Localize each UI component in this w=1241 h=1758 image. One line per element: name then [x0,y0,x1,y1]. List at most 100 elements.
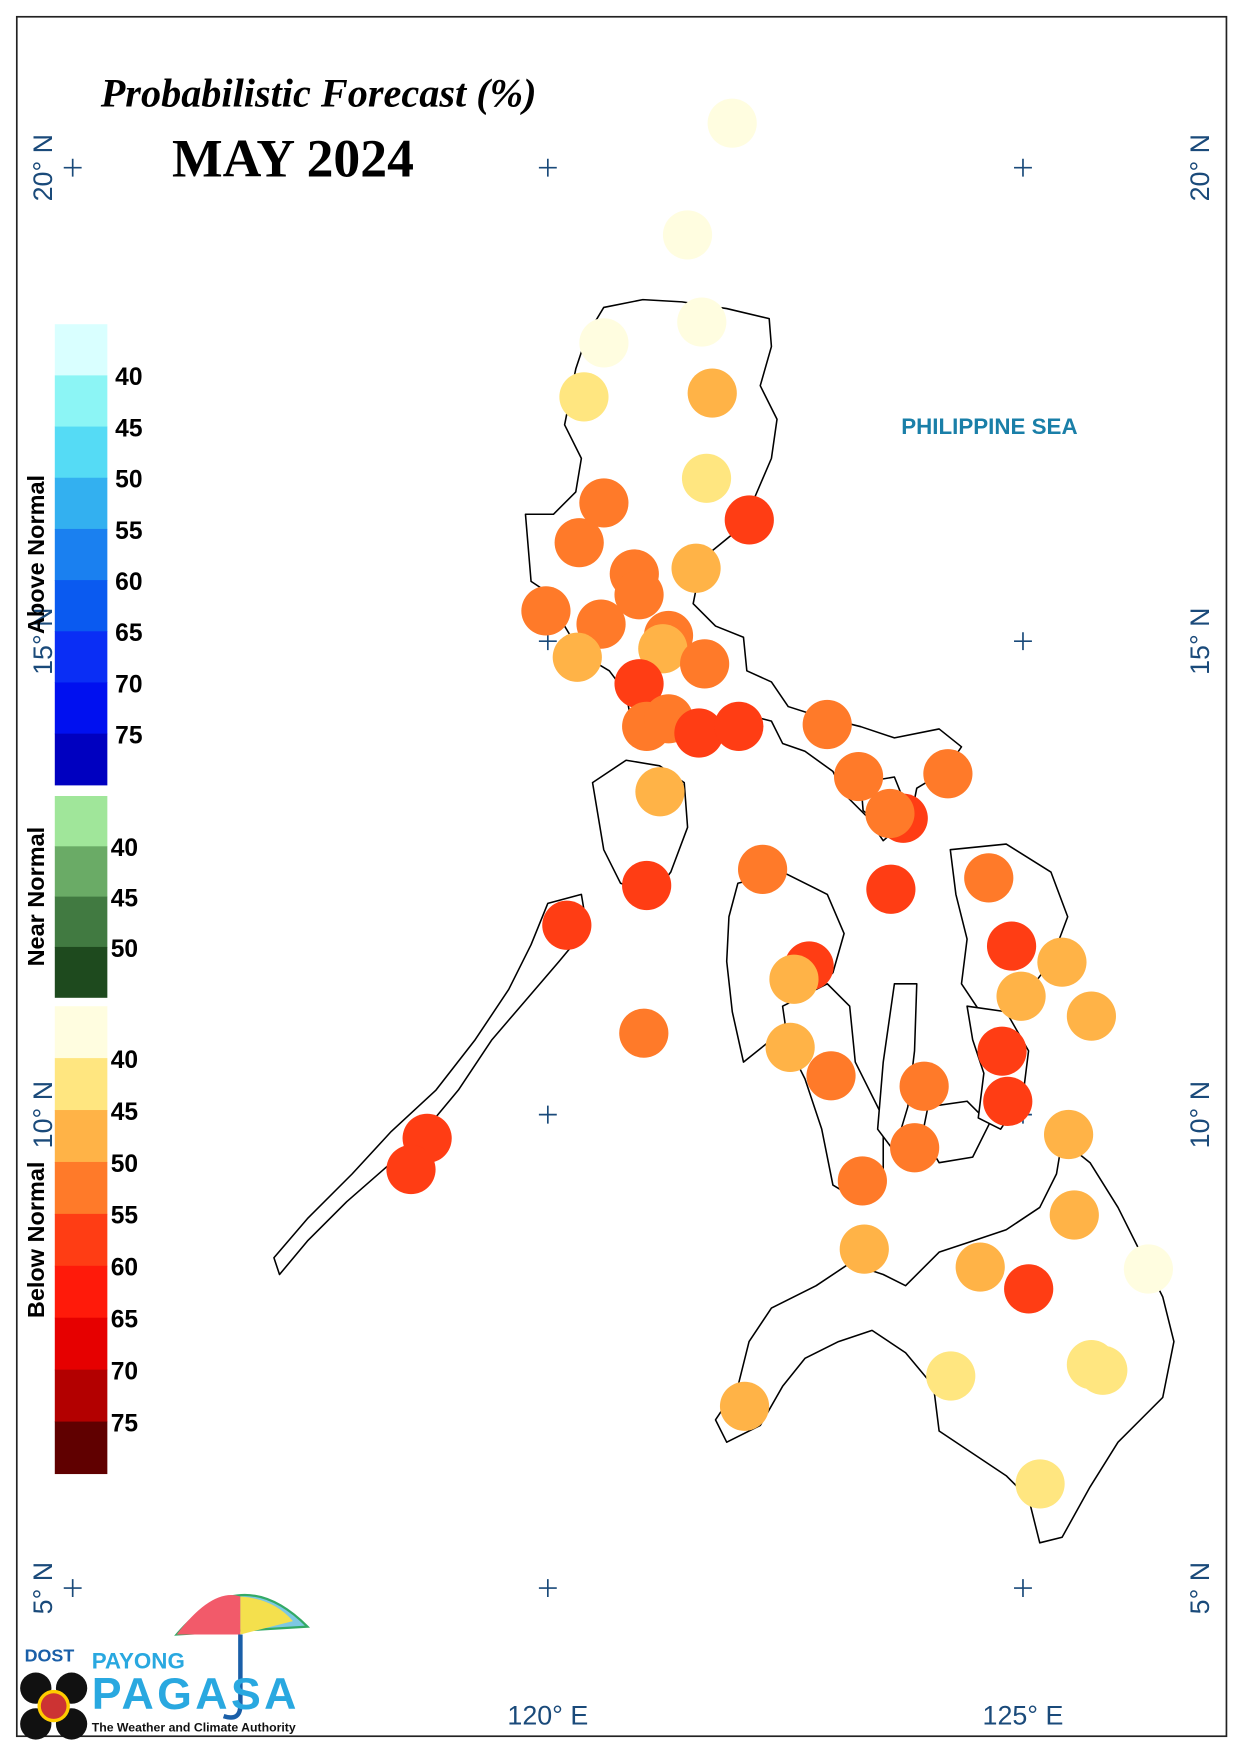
legend-label: 50 [111,1151,138,1178]
station [833,751,884,802]
station [955,1242,1005,1292]
legend-label: 45 [115,415,142,442]
logo-umbrella-handle [222,1634,243,1720]
station [890,1123,940,1173]
mindanao [714,1139,1175,1544]
legend-group-name: Below Normal [23,1162,49,1319]
legend-swatch [54,1317,108,1371]
station [680,639,730,689]
station [635,767,685,817]
legend-swatch [54,846,108,898]
legend-swatch [54,1006,108,1059]
station [707,98,757,148]
lat-label: 20° N [28,134,58,201]
station [1049,1190,1099,1240]
lon-label: 120° E [507,1700,588,1730]
legend-label: 60 [115,569,142,596]
station [559,372,609,422]
logo-tagline: The Weather and Climate Authority [92,1721,296,1735]
legend-swatch [54,946,108,998]
graticule-cross [63,158,82,177]
station [1066,991,1116,1041]
station [1043,1109,1094,1160]
graticule-cross [1014,158,1032,177]
legend-swatch [54,1110,108,1163]
graticule-cross [1014,632,1032,651]
legend-group-name: Above Normal [23,475,49,634]
station [964,853,1014,903]
station [923,749,973,799]
logo-name: PAGASA [92,1670,300,1719]
stations [386,98,1174,1509]
station [1037,937,1087,987]
station [1004,1264,1054,1314]
logo: DOST PAYONG PAGASA The Weather and Clima… [20,1593,311,1740]
station [579,478,629,528]
lat-label: 5° N [28,1562,58,1614]
station [677,297,727,347]
station [977,1026,1027,1076]
logo-top: PAYONG [92,1648,185,1673]
station [724,495,774,545]
station [983,1076,1033,1126]
legend-swatch [54,631,108,684]
lon-label: 125° E [983,1700,1064,1730]
legend-swatch [54,375,108,428]
station [554,518,604,568]
station [837,1156,887,1206]
sea-label: PHILIPPINE SEA [901,414,1077,439]
legend-swatch [54,477,108,530]
station [899,1061,949,1111]
station [839,1224,889,1274]
legend-label: 60 [111,1255,138,1282]
station [865,788,915,839]
station [619,1008,669,1058]
station [926,1351,976,1401]
legend-swatch [54,426,108,479]
map-title: Probabilistic Forecast (%) [100,70,537,115]
graticule-cross [1014,1579,1032,1598]
legend-label: 75 [115,723,142,750]
map-subtitle: MAY 2024 [172,129,414,189]
station [386,1144,436,1195]
legend-label: 45 [111,1099,138,1126]
station [765,1022,815,1072]
legend-label: 75 [111,1410,138,1437]
legend-label: 40 [111,1047,138,1074]
lat-label: 10° N [28,1081,58,1148]
lat-label: 10° N [1185,1081,1215,1148]
legend-label: 45 [111,885,138,912]
station [866,864,916,914]
legend-swatch [54,1369,108,1423]
legend-swatch [54,528,108,581]
logo-umbrella-panel [176,1595,241,1635]
logo-umbrella-panel [240,1596,293,1635]
legend-label: 55 [115,518,142,545]
legend-swatch [54,1265,108,1319]
station [1015,1459,1065,1509]
graticule-cross [538,1105,557,1124]
legend: 40 45 50 55 60 65 70 75 Above Normal 40 45 50 Near N… [23,324,143,1475]
station [806,1051,856,1101]
legend-label: 50 [111,936,138,963]
legend-swatch [54,1161,108,1215]
legend-swatch [54,1058,108,1111]
legend-swatch [54,733,108,786]
legend-swatch [54,1421,108,1475]
station [622,860,672,911]
station [986,921,1037,971]
legend-swatch [54,896,108,948]
station [579,318,629,368]
legend-label: 40 [115,364,142,391]
station [687,368,737,418]
lat-label: 15° N [1185,607,1215,674]
legend-swatch [54,1213,108,1267]
palawan [273,893,588,1276]
legend-group-name: Near Normal [23,827,49,967]
legend-swatch [54,682,108,735]
station [769,954,819,1004]
legend-label: 55 [111,1203,138,1230]
station [674,708,724,758]
station [1123,1244,1174,1294]
